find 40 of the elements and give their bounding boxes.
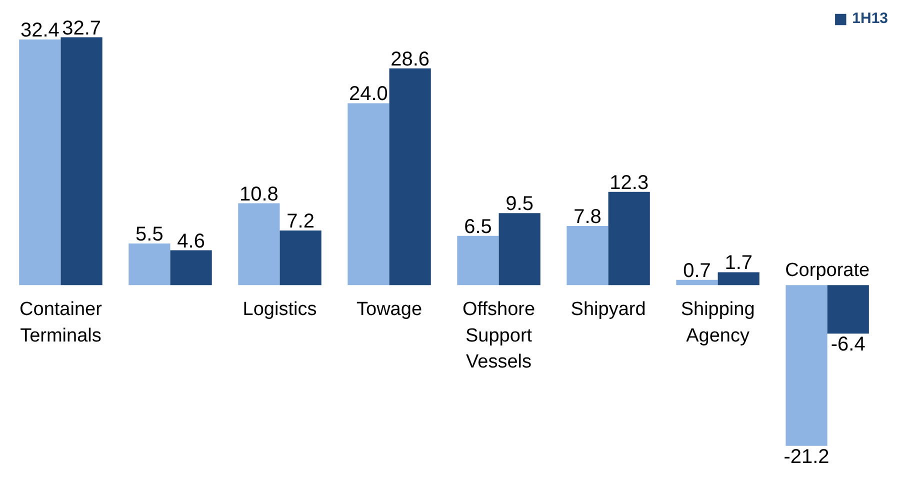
bar (60, 37, 102, 286)
bar (566, 226, 608, 286)
x-tick-label: Shipping Agency (680, 299, 755, 346)
data-label: -21.2 (784, 446, 830, 468)
x-tick-label: Container Terminals (20, 299, 103, 346)
x-tick-label: Logistics (242, 299, 317, 320)
x-tick-label: Towage (356, 299, 422, 320)
data-label: 12.3 (610, 172, 649, 194)
bar (498, 213, 540, 286)
bar (608, 192, 650, 286)
data-label: 5.5 (136, 223, 164, 246)
data-label: 32.7 (62, 17, 102, 40)
data-label: 6.5 (464, 216, 492, 238)
legend-label: 1H13 (852, 10, 888, 27)
x-tick-label: Corporate (785, 260, 870, 282)
bar (457, 236, 499, 286)
data-label: 32.4 (20, 20, 60, 42)
bar (348, 103, 390, 286)
data-label: 1.7 (724, 252, 753, 274)
bar (128, 243, 170, 286)
bar (238, 203, 280, 286)
data-label: 7.2 (286, 210, 314, 233)
data-label: 9.5 (506, 193, 534, 216)
bar (19, 40, 61, 286)
data-label: 7.8 (574, 206, 602, 228)
data-label: 10.8 (239, 183, 278, 206)
bar (676, 280, 718, 286)
bar (280, 230, 322, 286)
x-tick-label: Offshore Support Vessels (462, 299, 536, 373)
bar (827, 285, 869, 334)
data-label: 24.0 (349, 83, 388, 106)
data-label: 0.7 (683, 260, 711, 282)
data-label: -6.4 (830, 334, 866, 356)
data-label: 4.6 (177, 230, 205, 252)
bar (718, 272, 760, 286)
bar (170, 250, 212, 286)
x-tick-label: Shipyard (570, 299, 646, 320)
bar (389, 68, 431, 286)
data-label: 28.6 (390, 48, 430, 70)
bar (786, 285, 828, 446)
